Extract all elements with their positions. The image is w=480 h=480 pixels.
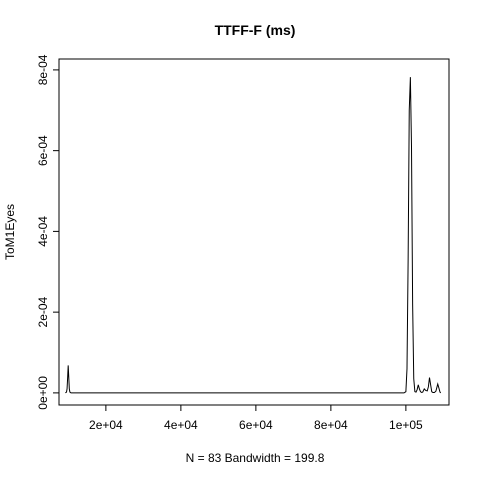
x-axis: 2e+04 4e+04 6e+04 8e+04 1e+05 <box>89 404 423 432</box>
y-tick-label: 0e+00 <box>36 376 50 410</box>
plot-frame <box>58 58 450 406</box>
chart-title: TTFF-F (ms) <box>215 22 296 38</box>
y-axis-label: ToM1Eyes <box>3 204 17 260</box>
x-tick-label: 8e+04 <box>314 418 348 432</box>
x-tick-label: 2e+04 <box>89 418 123 432</box>
y-tick-label: 8e-04 <box>36 54 50 85</box>
x-axis-label: N = 83 Bandwidth = 199.8 <box>186 451 325 465</box>
density-curve <box>65 77 442 394</box>
x-tick-label: 1e+05 <box>389 418 423 432</box>
y-tick-label: 6e-04 <box>36 135 50 166</box>
x-tick-label: 4e+04 <box>164 418 198 432</box>
y-tick-label: 2e-04 <box>36 296 50 327</box>
y-axis: 0e+00 2e-04 4e-04 6e-04 8e-04 <box>36 54 60 410</box>
x-tick-label: 6e+04 <box>239 418 273 432</box>
y-tick-label: 4e-04 <box>36 216 50 247</box>
